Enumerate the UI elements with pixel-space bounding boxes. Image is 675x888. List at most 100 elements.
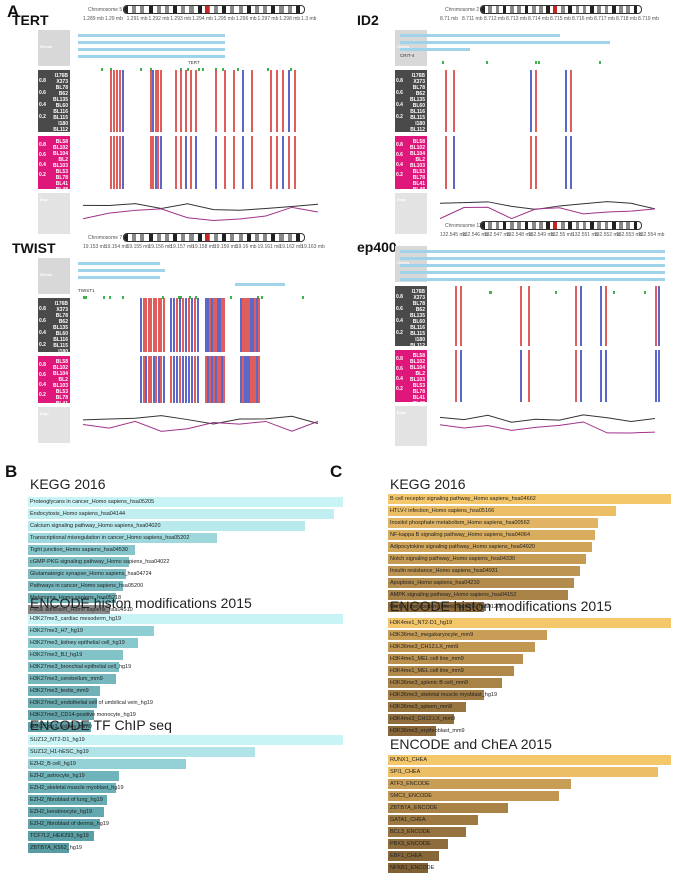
ideogram-band (132, 234, 137, 241)
axis-tick-value: 0.4 (396, 376, 403, 382)
track-header-expression: Expr (395, 406, 427, 446)
methylation-column (575, 286, 577, 346)
tick-label: 8.718 mb (616, 16, 637, 22)
bar-7: PBX3_ENCODE (388, 839, 448, 849)
ideogram-band (531, 222, 536, 229)
methylation-column (455, 286, 457, 346)
axis-tick-value: 0.6 (396, 366, 403, 372)
binding-site-marker (103, 296, 106, 299)
binding-site-marker (84, 296, 87, 299)
panel-label-c: C (330, 462, 343, 481)
ideogram-band (287, 6, 292, 13)
expression-line (439, 421, 656, 434)
methylation-column (242, 135, 244, 189)
tick-label: 8.715 mb (550, 16, 571, 22)
bar-1: H3K27me3_H7_hg19 (28, 626, 154, 636)
methylation-column (154, 70, 157, 132)
expression-profile-id2 (439, 200, 656, 219)
ideogram-band (173, 234, 178, 241)
methylation-column (575, 350, 577, 402)
binding-site-marker (198, 68, 201, 71)
bar-7: Apoptosis_Homo sapiens_hsa04210 (388, 578, 574, 588)
methylation-column (256, 356, 258, 403)
methylation-column (520, 350, 522, 402)
bar-5: Notch signaling pathway_Homo sapiens_hsa… (388, 554, 586, 564)
methylation-column (150, 356, 152, 403)
axis-tick-value: 0.2 (396, 114, 403, 120)
methylation-column (155, 356, 157, 403)
bar-9: Focal adhesion_Homo sapiens_hsa04510 (28, 605, 133, 615)
bar-1: Endocytosis_Homo sapiens_hsa04144 (28, 509, 334, 519)
ideogram-band (582, 6, 587, 13)
axis-ticks-tert: 1.289 mb 1.29 mb 1.291 mb 1.292 mb 1.293 mb 1… (83, 16, 333, 26)
methylation-column (159, 135, 162, 189)
ideogram-band (510, 222, 514, 229)
binding-site-marker (534, 61, 537, 64)
axis-ticks-twist: 19.153 mb 19.154 mb 19.155 mb 19.156 mb 19.1… (83, 244, 333, 254)
methylation-column (176, 356, 178, 403)
bar-2: ATF3_ENCODE (388, 779, 571, 789)
methylation-column (113, 135, 115, 189)
methylation-column (217, 356, 219, 403)
ideogram-band (214, 234, 219, 241)
axis-tick-value: 0.6 (39, 90, 46, 96)
ideogram-band (546, 222, 551, 229)
gene-name-ep400: ep400 (357, 239, 397, 255)
ideogram-band (488, 6, 492, 13)
sample-names-group1: I176B X373 BL78 B62 BL135 BL60 BL116 BL1… (52, 301, 68, 361)
bar-8: TCF7L2_HEK293_hg19 (28, 831, 95, 841)
ideogram-band (254, 6, 259, 13)
methylation-column (152, 70, 155, 132)
tick-label: 19.162 mb (279, 244, 303, 250)
bar-1: H3K36me3_megakaryocyte_mm9 (388, 630, 547, 640)
methylation-column (188, 298, 190, 352)
ideogram-band (604, 6, 609, 13)
tick-label: 1.29 mb (104, 16, 123, 22)
methylation-column (157, 135, 160, 189)
methylation-column (530, 70, 532, 132)
ideogram-band (481, 6, 485, 13)
methylation-column (655, 350, 657, 402)
axis-tick-value: 0.2 (396, 386, 403, 392)
methylation-column (207, 298, 209, 352)
methylation-column (119, 70, 121, 132)
methylation-column (182, 298, 184, 352)
bar-3: EZH2_astrocyte_hg19 (28, 771, 120, 781)
methylation-column (294, 135, 296, 189)
methylation-column (160, 356, 162, 403)
chromosome-ideogram-id2 (480, 5, 642, 14)
tick-label: 8.714 mb (528, 16, 549, 22)
sample-names-group2: BL58 BL102 BL104 BL2 BL103 BL53 BL78 BL4… (409, 138, 425, 193)
bar-2: Inositol phosphate metabolism_Homo sapie… (388, 518, 598, 528)
methylation-column (282, 135, 284, 189)
methylation-column (157, 298, 160, 352)
bar-9: Carbon metabolism_Homo sapiens_hsa01200 (388, 602, 504, 612)
ideogram-band (222, 6, 227, 13)
binding-site-marker (266, 68, 269, 71)
ideogram-band (597, 6, 601, 13)
binding-site-marker (83, 296, 86, 299)
transcript-bar (400, 41, 610, 44)
methylation-column (276, 135, 278, 189)
binding-site-marker (489, 291, 492, 294)
methylation-column (147, 298, 150, 352)
methylation-column (248, 298, 250, 352)
ideogram-band (132, 6, 137, 13)
bar-4: H3K4me1_MEL cell line_mm9 (388, 666, 514, 676)
methylation-column (605, 286, 607, 346)
bar-5: cGMP-PKG signaling pathway_Homo sapiens_… (28, 557, 170, 567)
tick-label: 132.547 mb (484, 232, 511, 238)
track-group-1: I176B X373 BL78 B62 BL135 BL60 BL116 BL1… (395, 286, 427, 349)
ideogram-band (619, 6, 623, 13)
ideogram-band (238, 6, 243, 13)
methylation-column (244, 298, 246, 352)
methylation-column (195, 70, 197, 132)
tick-label: 132.549 mb (528, 232, 555, 238)
track-group-2: BL58 BL102 BL104 BL2 BL103 BL53 BL78 BL4… (38, 356, 70, 413)
axis-tick-value: 0.6 (396, 306, 403, 312)
methylation-column (530, 135, 532, 189)
binding-site-marker (140, 68, 143, 71)
tick-label: 1.294 mb (192, 16, 213, 22)
methylation-column (185, 135, 187, 189)
bar-4: H3K27me3_bronchial epithelial cell_hg19 (28, 662, 132, 672)
